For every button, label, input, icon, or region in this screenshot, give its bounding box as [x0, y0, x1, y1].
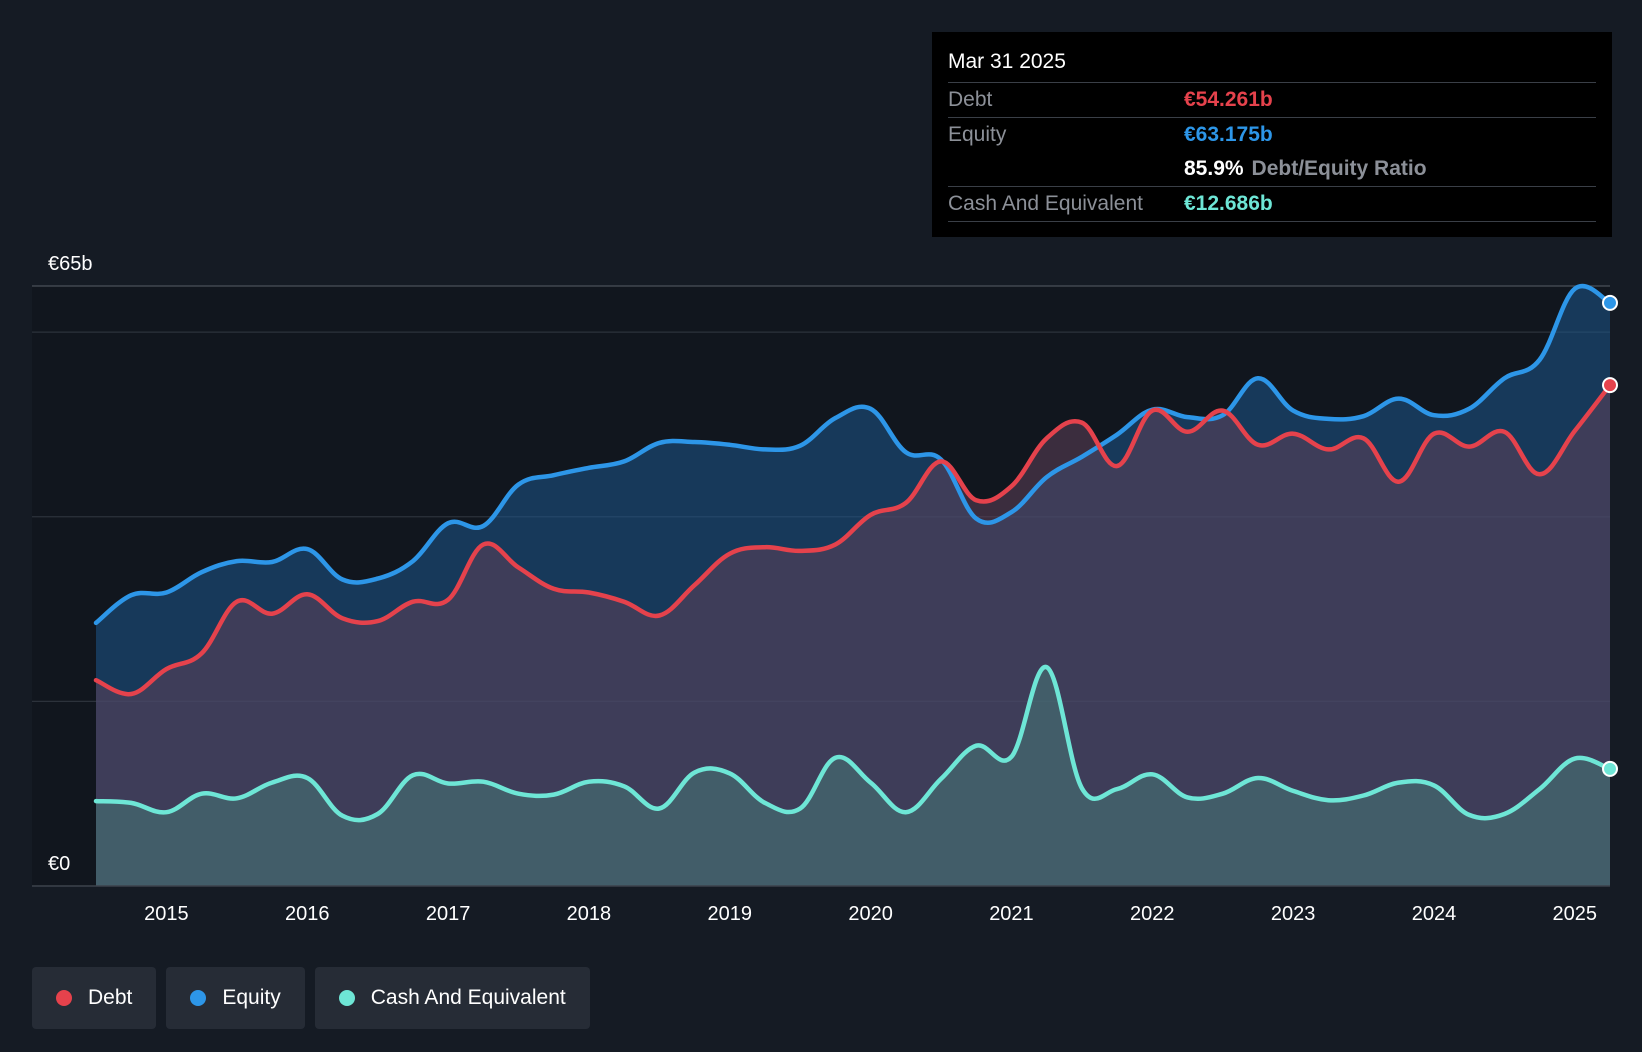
tooltip-cash-label: Cash And Equivalent [948, 192, 1143, 215]
tooltip-date: Mar 31 2025 [948, 50, 1066, 73]
x-tick-label: 2025 [1553, 903, 1598, 925]
cash-endpoint [1602, 760, 1618, 777]
x-tick-label: 2021 [989, 903, 1034, 925]
debt-dot-icon [56, 990, 72, 1006]
debt-endpoint [1602, 377, 1618, 394]
x-tick-label: 2017 [426, 903, 471, 925]
x-tick-label: 2024 [1412, 903, 1457, 925]
legend-cash-label: Cash And Equivalent [370, 986, 566, 1009]
tooltip-ratio-value: 85.9% [1184, 157, 1244, 180]
legend-item-cash[interactable]: Cash And Equivalent [314, 967, 590, 1029]
equity-dot-icon [190, 990, 207, 1006]
data-tooltip: Mar 31 2025 Debt €54.261b Equity €63.175… [932, 32, 1612, 237]
x-tick-label: 2019 [708, 903, 753, 925]
legend-equity-label: Equity [222, 986, 281, 1009]
x-tick-label: 2022 [1130, 903, 1175, 925]
series-endpoints [1602, 294, 1618, 777]
equity-line [93, 284, 1613, 626]
tooltip-equity-row: Equity €63.175b [948, 117, 1596, 152]
y-axis-max-label: €65b [48, 253, 93, 275]
series-areas [96, 286, 1610, 886]
legend-debt-label: Debt [88, 986, 133, 1009]
equity-endpoint [1602, 294, 1618, 311]
x-tick-label: 2016 [285, 903, 330, 925]
x-tick-label: 2018 [567, 903, 612, 925]
chart-legend: Debt Equity Cash And Equivalent [32, 967, 590, 1029]
debt-line [93, 382, 1613, 697]
y-axis-min-label: €0 [48, 853, 70, 875]
tooltip-debt-value: €54.261b [1184, 88, 1273, 111]
tooltip-equity-label: Equity [948, 123, 1007, 146]
cash-line [93, 664, 1613, 823]
tooltip-ratio-row: 85.9% Debt/Equity Ratio [948, 152, 1596, 186]
cash-dot-icon [338, 990, 355, 1006]
x-tick-label: 2023 [1271, 903, 1316, 925]
tooltip-ratio-label: Debt/Equity Ratio [1251, 157, 1427, 180]
series-lines [93, 284, 1613, 823]
x-tick-label: 2015 [144, 903, 189, 925]
x-tick-label: 2020 [848, 903, 893, 925]
legend-item-equity[interactable]: Equity [166, 967, 305, 1029]
tooltip-debt-label: Debt [948, 88, 993, 111]
legend-item-debt[interactable]: Debt [32, 967, 157, 1029]
cash-area [96, 666, 1610, 886]
tooltip-equity-value: €63.175b [1184, 123, 1273, 146]
tooltip-debt-row: Debt €54.261b [948, 82, 1596, 117]
x-axis-ticks: 2015 2016 2017 2018 2019 2020 2021 2022 2023 2024… [144, 903, 1597, 925]
tooltip-ratio-spacer [948, 152, 1184, 186]
tooltip-cash-row: Cash And Equivalent €12.686b [948, 186, 1596, 222]
debt-area [96, 385, 1610, 886]
tooltip-cash-value: €12.686b [1184, 192, 1273, 215]
